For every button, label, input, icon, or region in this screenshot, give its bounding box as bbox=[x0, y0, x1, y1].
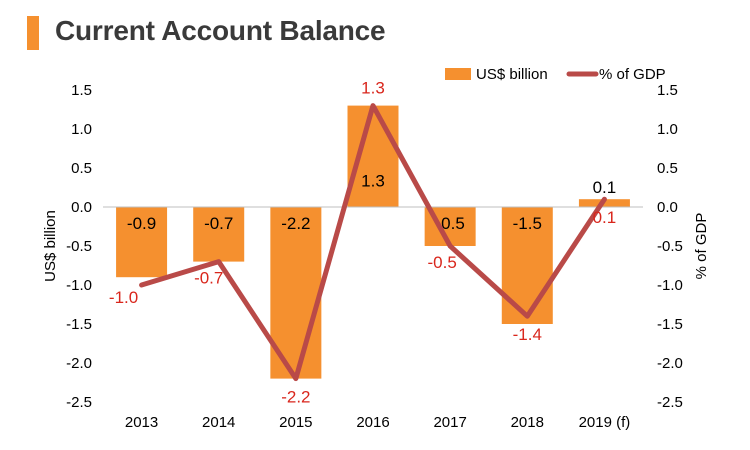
y-tick-label: 0.0 bbox=[71, 199, 92, 216]
y2-tick-label: 1.0 bbox=[657, 121, 678, 138]
legend-line-label: % of GDP bbox=[599, 66, 666, 83]
y-tick-label: -2.0 bbox=[66, 355, 92, 372]
bar-data-label: -0.9 bbox=[127, 214, 156, 233]
x-tick-label: 2013 bbox=[125, 414, 158, 431]
bar-data-label: -1.5 bbox=[513, 214, 542, 233]
y2-tick-label: -0.5 bbox=[657, 238, 683, 255]
x-tick-label: 2014 bbox=[202, 414, 235, 431]
y-tick-label: 1.5 bbox=[71, 82, 92, 99]
line-data-label: -0.5 bbox=[427, 253, 456, 272]
bar bbox=[193, 207, 245, 262]
line-data-label: -1.0 bbox=[109, 288, 138, 307]
y-tick-label: -2.5 bbox=[66, 394, 92, 411]
bar-data-label: 0.1 bbox=[593, 178, 617, 197]
line-data-label: -1.4 bbox=[513, 325, 542, 344]
bar bbox=[501, 207, 553, 324]
bar-data-label: -0.7 bbox=[204, 214, 233, 233]
x-tick-label: 2017 bbox=[433, 414, 466, 431]
y2-tick-label: -1.0 bbox=[657, 277, 683, 294]
y-tick-label: -1.5 bbox=[66, 316, 92, 333]
x-tick-label: 2018 bbox=[511, 414, 544, 431]
x-tick-label: 2016 bbox=[356, 414, 389, 431]
bar bbox=[347, 105, 399, 207]
y-axis-title: US$ billion bbox=[42, 210, 59, 282]
line-data-label: 1.3 bbox=[361, 79, 385, 98]
bar-data-label: 1.3 bbox=[361, 171, 385, 190]
y2-tick-label: 0.5 bbox=[657, 160, 678, 177]
y-tick-label: -0.5 bbox=[66, 238, 92, 255]
x-tick-label: 2015 bbox=[279, 414, 312, 431]
bar bbox=[116, 207, 168, 278]
y2-tick-label: -1.5 bbox=[657, 316, 683, 333]
y2-tick-label: -2.0 bbox=[657, 355, 683, 372]
y2-tick-label: 0.0 bbox=[657, 199, 678, 216]
y2-axis-title: % of GDP bbox=[693, 213, 710, 280]
x-tick-label: 2019 (f) bbox=[579, 414, 631, 431]
line-data-label: -0.7 bbox=[194, 269, 223, 288]
chart-title: Current Account Balance bbox=[55, 15, 386, 46]
legend-bar-swatch bbox=[445, 68, 471, 80]
bar-data-label: -2.2 bbox=[281, 214, 310, 233]
line-data-label: -2.2 bbox=[281, 388, 310, 407]
legend: US$ billion % of GDP bbox=[445, 66, 666, 83]
title-accent-bar bbox=[27, 16, 39, 50]
line-data-label: 0.1 bbox=[593, 208, 617, 227]
gdp-series-line bbox=[139, 103, 607, 382]
y-tick-label: 1.0 bbox=[71, 121, 92, 138]
y2-tick-label: 1.5 bbox=[657, 82, 678, 99]
y-tick-label: 0.5 bbox=[71, 160, 92, 177]
y2-tick-label: -2.5 bbox=[657, 394, 683, 411]
legend-bar-label: US$ billion bbox=[476, 66, 548, 83]
y-tick-label: -1.0 bbox=[66, 277, 92, 294]
